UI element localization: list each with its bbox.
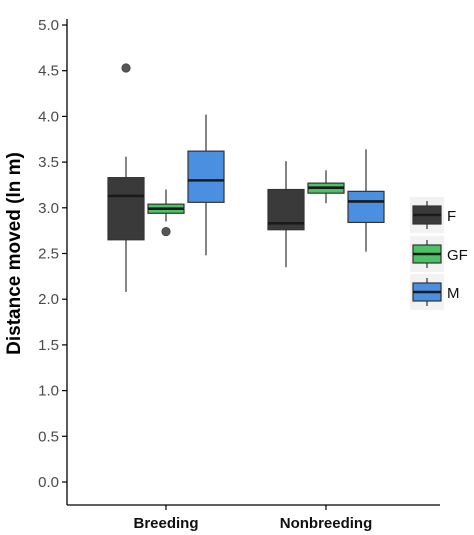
legend-item-gf: GF <box>410 236 468 272</box>
y-tick-label: 3.0 <box>38 200 59 217</box>
box-f-nonbreeding <box>267 161 305 268</box>
y-axis-title: Distance moved (ln m) <box>4 152 25 355</box>
box-f-breeding <box>107 63 145 292</box>
legend-item-f: F <box>410 197 456 233</box>
y-tick-label: 2.5 <box>38 246 59 263</box>
boxes <box>107 63 385 292</box>
y-tick-label: 1.0 <box>38 383 59 400</box>
legend-label: GF <box>447 247 468 264</box>
legend-item-m: M <box>410 274 460 310</box>
y-tick-label: 4.0 <box>38 108 59 125</box>
box-m-breeding <box>187 114 225 256</box>
x-tick-label: Nonbreeding <box>280 515 373 532</box>
x-tick-label: Breeding <box>133 515 198 532</box>
y-tick-label: 3.5 <box>38 154 59 171</box>
y-tick-label: 0.0 <box>38 474 59 491</box>
y-tick-label: 2.0 <box>38 291 59 308</box>
legend-label: F <box>447 208 456 225</box>
y-tick-label: 1.5 <box>38 337 59 354</box>
legend: F GF M <box>410 197 468 310</box>
y-tick-label: 5.0 <box>38 17 59 34</box>
box-body <box>107 177 145 241</box>
outlier-point <box>121 63 131 73</box>
y-ticks: 0.0 0.5 1.0 1.5 2.0 2.5 3.0 3.5 4.0 4.5 5.0 <box>38 17 67 491</box>
box-body <box>187 150 225 203</box>
outlier-point <box>161 226 171 237</box>
box-body <box>347 190 385 224</box>
y-tick-label: 4.5 <box>38 63 59 80</box>
axes <box>66 19 440 506</box>
box-gf-nonbreeding <box>307 170 345 204</box>
box-gf-breeding <box>147 189 185 237</box>
y-tick-label: 0.5 <box>38 428 59 445</box>
legend-label: M <box>447 285 460 302</box>
box-m-nonbreeding <box>347 149 385 252</box>
x-ticks: Breeding Nonbreeding <box>133 505 372 532</box>
